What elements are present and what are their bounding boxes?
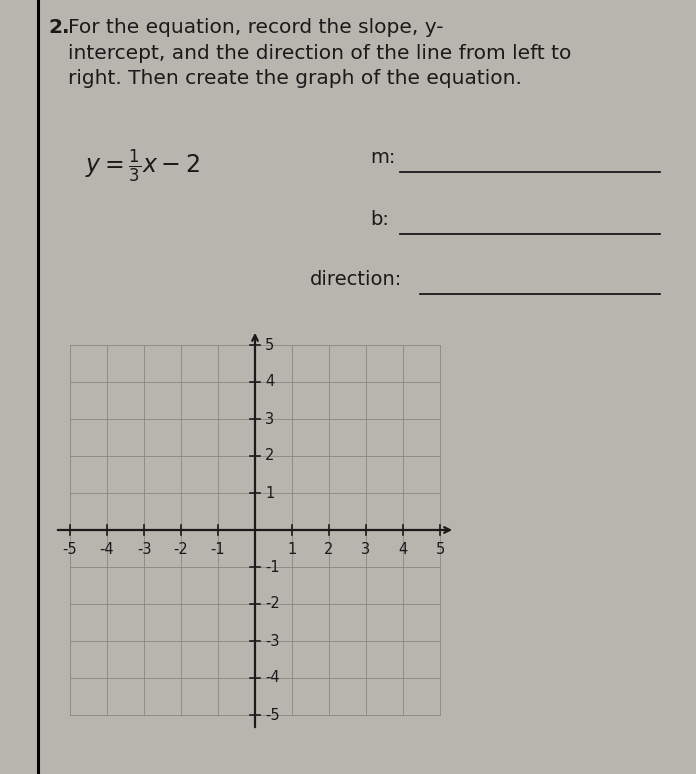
Text: -3: -3 <box>136 542 151 557</box>
Text: 4: 4 <box>398 542 408 557</box>
Text: -3: -3 <box>265 633 280 649</box>
Text: -5: -5 <box>265 707 280 722</box>
Text: -1: -1 <box>265 560 280 574</box>
Text: 5: 5 <box>265 337 274 352</box>
Text: 3: 3 <box>361 542 370 557</box>
Text: 2.: 2. <box>48 18 70 37</box>
Text: 3: 3 <box>265 412 274 426</box>
Text: -4: -4 <box>100 542 114 557</box>
Text: -2: -2 <box>265 597 280 611</box>
Text: 2: 2 <box>265 448 274 464</box>
Text: -5: -5 <box>63 542 77 557</box>
Text: 2: 2 <box>324 542 333 557</box>
Text: m:: m: <box>370 148 395 167</box>
Text: 5: 5 <box>436 542 445 557</box>
Text: 1: 1 <box>287 542 296 557</box>
Text: 1: 1 <box>265 485 274 501</box>
Text: $y = \frac{1}{3}x - 2$: $y = \frac{1}{3}x - 2$ <box>85 148 200 186</box>
Text: -4: -4 <box>265 670 280 686</box>
Text: -2: -2 <box>173 542 189 557</box>
Text: -1: -1 <box>211 542 226 557</box>
Text: 4: 4 <box>265 375 274 389</box>
Text: For the equation, record the slope, y-
intercept, and the direction of the line : For the equation, record the slope, y- i… <box>68 18 571 88</box>
Text: b:: b: <box>370 210 389 229</box>
Text: direction:: direction: <box>310 270 402 289</box>
